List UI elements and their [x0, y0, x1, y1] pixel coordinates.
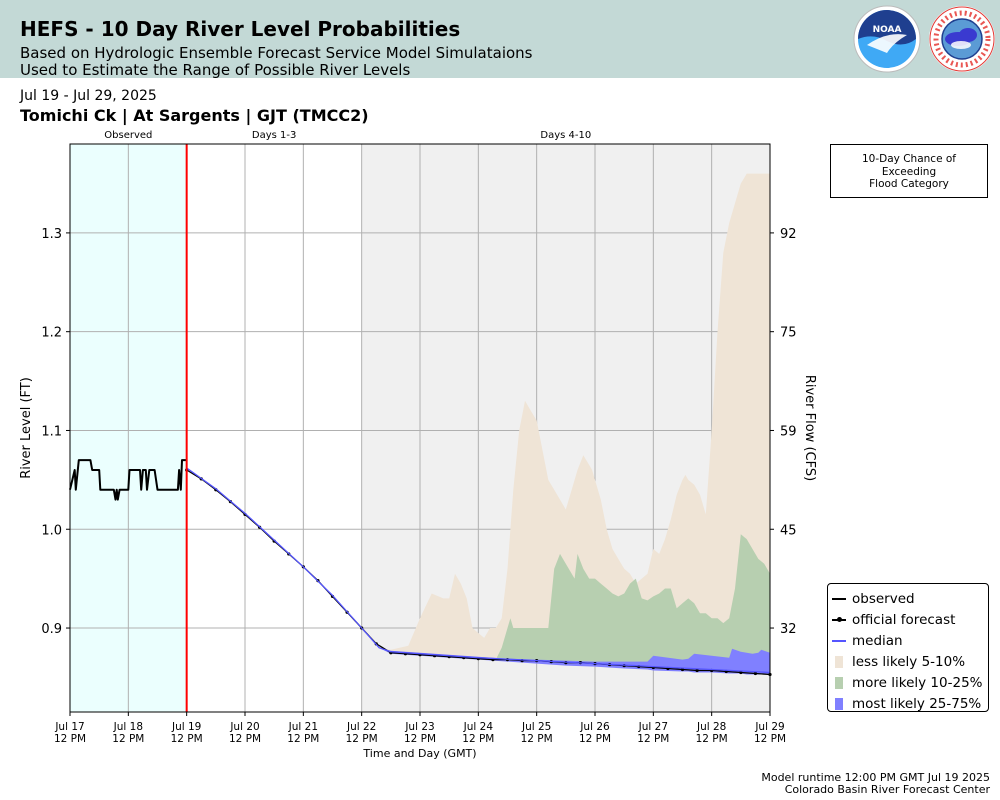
forecast-point: [695, 668, 699, 673]
legend-label: observed: [852, 590, 915, 607]
period-label: Days 1-3: [252, 130, 296, 141]
legend-band-5-10-swatch-icon: [832, 655, 846, 669]
legend-observed-line-icon: [832, 592, 846, 606]
svg-text:NOAA: NOAA: [873, 25, 902, 35]
chart-legend: observed official forecast median less l…: [827, 583, 989, 712]
nws-logo-icon: [929, 6, 995, 72]
page-subtitle-line2: Used to Estimate the Range of Possible R…: [20, 61, 411, 79]
legend-item-observed: observed: [828, 588, 988, 609]
legend-median-line-icon: [832, 634, 846, 648]
x-tick-label: 12 PM: [637, 733, 669, 745]
page-subtitle-line1: Based on Hydrologic Ensemble Forecast Se…: [20, 44, 533, 62]
x-tick-label: 12 PM: [171, 733, 203, 745]
x-tick-label: 12 PM: [229, 733, 261, 745]
y-tick-label: 1.1: [41, 424, 62, 439]
y2-tick-label: 92: [780, 227, 797, 242]
x-tick-label: 12 PM: [346, 733, 378, 745]
legend-item-band-10-25: more likely 10-25%: [828, 672, 988, 693]
flood-box-line3: Flood Category: [869, 178, 949, 190]
x-tick-label: Jul 21: [288, 721, 318, 733]
band-10-25-area: [495, 534, 770, 675]
forecast-center: Colorado Basin River Forecast Center: [784, 783, 990, 796]
legend-item-median: median: [828, 630, 988, 651]
y-tick-label: 1.3: [41, 227, 62, 242]
noaa-logo-icon: NOAA: [853, 5, 921, 73]
x-tick-label: Jul 25: [521, 721, 551, 733]
y2-tick-label: 45: [780, 523, 797, 538]
x-tick-label: 12 PM: [754, 733, 786, 745]
observed-line: [69, 459, 187, 501]
y-tick-label: 0.9: [41, 622, 62, 637]
x-tick-label: 12 PM: [696, 733, 728, 745]
band-5-10-area: [379, 173, 770, 675]
x-tick-label: Jul 19: [171, 721, 201, 733]
x-tick-label: 12 PM: [54, 733, 86, 745]
x-tick-label: Jul 18: [113, 721, 143, 733]
x-tick-label: Jul 17: [54, 721, 84, 733]
header-banner: HEFS - 10 Day River Level Probabilities …: [0, 0, 1000, 79]
legend-label: most likely 25-75%: [852, 695, 982, 712]
y2-tick-label: 75: [780, 326, 797, 341]
y2-tick-label: 32: [780, 622, 797, 637]
flood-category-box: 10-Day Chance of Exceeding Flood Categor…: [830, 144, 988, 198]
x-tick-label: 12 PM: [521, 733, 553, 745]
x-tick-label: Jul 27: [638, 721, 668, 733]
legend-label: more likely 10-25%: [852, 674, 983, 691]
legend-label: less likely 5-10%: [852, 653, 966, 670]
x-tick-label: 12 PM: [287, 733, 319, 745]
legend-label: official forecast: [852, 611, 956, 628]
y-axis-label: River Level (FT): [19, 377, 34, 479]
y2-tick-label: 59: [780, 424, 797, 439]
x-tick-label: Jul 29: [754, 721, 784, 733]
x-tick-label: 12 PM: [112, 733, 144, 745]
date-range: Jul 19 - Jul 29, 2025: [20, 88, 157, 104]
page-title: HEFS - 10 Day River Level Probabilities: [20, 17, 461, 41]
forecast-point: [753, 671, 758, 676]
x-tick-label: 12 PM: [462, 733, 494, 745]
x-tick-label: Jul 22: [346, 721, 376, 733]
legend-forecast-line-icon: [832, 613, 846, 627]
flood-box-line2: Exceeding: [881, 165, 937, 178]
legend-item-band-25-75: most likely 25-75%: [828, 693, 988, 714]
model-runtime: Model runtime 12:00 PM GMT Jul 19 2025: [761, 771, 990, 784]
x-tick-label: Jul 20: [229, 721, 259, 733]
median-line: [186, 467, 771, 674]
flood-box-line1: 10-Day Chance of: [862, 153, 956, 165]
x-tick-label: 12 PM: [579, 733, 611, 745]
x-tick-label: Jul 23: [404, 721, 434, 733]
legend-band-10-25-swatch-icon: [832, 676, 846, 690]
y-tick-label: 1.0: [41, 523, 62, 538]
y2-axis-label: River Flow (CFS): [802, 375, 817, 481]
period-label: Days 4-10: [540, 130, 591, 141]
legend-item-band-5-10: less likely 5-10%: [828, 651, 988, 672]
x-tick-label: Jul 24: [463, 721, 494, 733]
y-tick-label: 1.2: [41, 326, 62, 341]
legend-item-forecast: official forecast: [828, 609, 988, 630]
x-tick-label: 12 PM: [404, 733, 436, 745]
station-name: Tomichi Ck | At Sargents | GJT (TMCC2): [20, 106, 369, 125]
legend-label: median: [852, 632, 903, 649]
x-tick-label: Jul 28: [696, 721, 726, 733]
period-label: Observed: [104, 130, 152, 141]
legend-band-25-75-swatch-icon: [832, 697, 846, 711]
x-tick-label: Jul 26: [579, 721, 610, 733]
x-axis-label: Time and Day (GMT): [362, 747, 476, 760]
